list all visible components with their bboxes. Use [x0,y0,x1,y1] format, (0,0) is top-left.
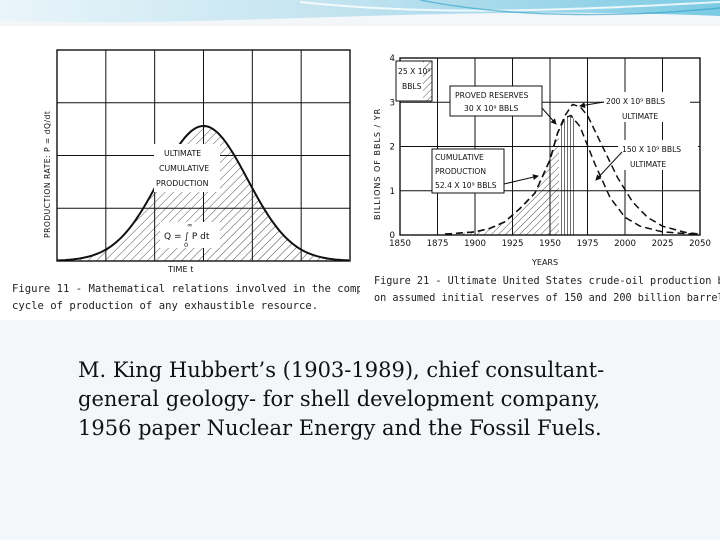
cumulative-production-area [445,130,559,235]
annotation-proved-line-2: 30 X 10⁹ BBLS [464,104,518,113]
body-text-line-2: general geology- for shell development c… [78,387,601,411]
proved-arrow [541,107,557,125]
y-tick-label: 1 [390,187,395,197]
figure-11-caption-line-1: Figure 11 - Mathematical relations invol… [12,283,360,295]
annotation-cumulative-box [431,148,505,194]
x-tick-label: 1950 [539,239,561,249]
proved-reserves-band [559,115,574,235]
cumulative-arrow [503,174,539,185]
cumulative-area [57,126,350,261]
y-axis-label: BILLIONS OF BBLS / YR [373,108,382,220]
figure-11-caption-line-2: cycle of production of any exhaustible r… [12,300,318,312]
x-tick-label: 1975 [577,239,599,249]
integral-upper-limit: ∞ [187,221,192,229]
annotation-cumulative-line-3: 52.4 X 10⁹ BBLS [435,181,497,190]
y-axis-label: PRODUCTION RATE: P = dQ/dt [43,111,52,238]
annotation-cumulative-line-1: CUMULATIVE [435,153,484,162]
hubbert-figure-11: PRODUCTION RATE: P = dQ/dt TIME t ULTIMA… [12,49,360,312]
hubbert-figure-21: 1850 1875 1900 1925 1950 1975 2000 2025 2050 0 1 2 3… [373,54,720,304]
annotation-background [154,144,220,192]
x-tick-label: 2000 [614,239,636,249]
annotation-line-3: PRODUCTION [156,179,209,188]
annotation-150-line-2: ULTIMATE [630,160,666,169]
annotation-line-2: CUMULATIVE [159,164,209,173]
y-tick-label: 0 [390,231,395,241]
slide-body-text: M. King Hubbert’s (1903-1989), chief con… [78,356,688,443]
body-text-line-3: 1956 paper Nuclear Energy and the Fossil… [78,416,602,440]
figure-21-caption-line-2: on assumed initial reserves of 150 and 2… [374,293,720,304]
x-tick-label: 2025 [652,239,674,249]
annotation-cumulative-line-2: PRODUCTION [435,167,486,176]
series-200-billion-curve [444,103,701,235]
plot-frame [56,49,351,262]
annotation-150-background [618,140,698,170]
x-axis-label: YEARS [531,258,558,267]
body-text-line-1: M. King Hubbert’s (1903-1989), chief con… [78,358,605,382]
annotation-25-line-1: 25 X 10⁹ [398,67,430,76]
axis-ticks: 1850 1875 1900 1925 1950 1975 2000 2025 2050 0 1 2 3… [389,54,711,249]
slide-header-banner [0,0,720,26]
y-tick-label: 2 [390,143,395,153]
x-tick-label: 1900 [464,239,486,249]
y-tick-label: 3 [390,98,395,108]
y-tick-label: 4 [390,54,395,64]
x-tick-label: 1875 [427,239,449,249]
plot-frame [399,57,701,236]
annotation-150-arrow [595,151,623,181]
formula-background [160,222,220,248]
figure-panel: PRODUCTION RATE: P = dQ/dt TIME t ULTIMA… [0,26,720,320]
annotation-200-line-2: ULTIMATE [622,112,658,121]
x-axis-label: TIME t [167,264,194,274]
annotation-25-line-2: BBLS [402,82,422,91]
annotation-25-hatch [423,61,432,101]
annotation-proved-box [449,85,543,117]
annotation-line-1: ULTIMATE [164,149,201,158]
annotation-200-background [604,92,690,122]
annotation-proved-line-1: PROVED RESERVES [455,91,528,100]
bell-curve [56,125,350,262]
x-tick-label: 1850 [389,239,411,249]
integral-lower-limit: 0 [184,241,188,249]
figure-21-caption-line-1: Figure 21 - Ultimate United States crude… [374,276,720,287]
annotation-200-line-1: 200 X 10⁹ BBLS [606,97,665,106]
x-tick-label: 2050 [689,239,711,249]
series-150-billion-curve [444,114,701,236]
annotation-150-line-1: 150 X 10⁹ BBLS [622,145,681,154]
integral-formula: Q = ∫ P dt [164,232,210,242]
annotation-200-arrow [579,101,605,109]
x-tick-label: 1925 [502,239,524,249]
